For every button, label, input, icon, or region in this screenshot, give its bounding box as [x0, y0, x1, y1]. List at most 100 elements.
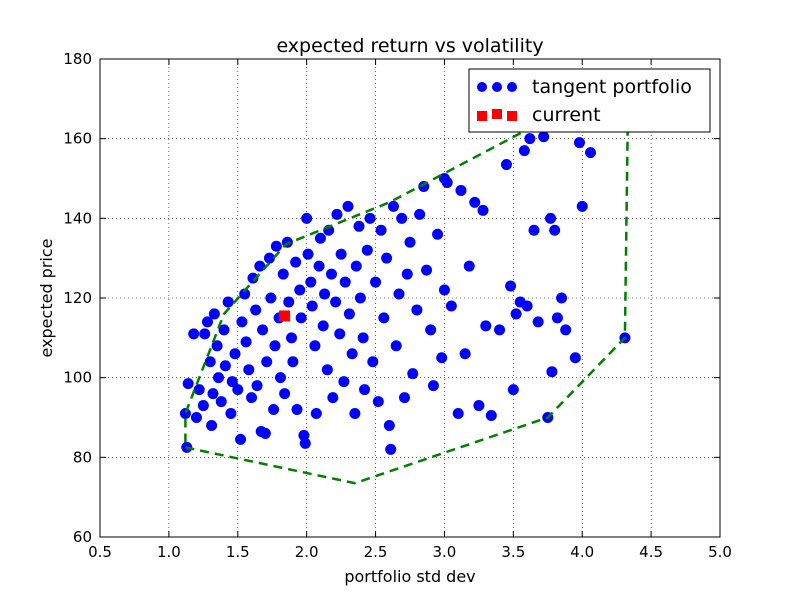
chart-title: expected return vs volatility: [276, 35, 543, 57]
tangent-portfolio-point: [265, 292, 277, 304]
tangent-portfolio-point: [291, 404, 303, 416]
tangent-portfolio-point: [309, 340, 321, 352]
tangent-portfolio-point: [546, 366, 558, 378]
tangent-portfolio-point: [236, 316, 248, 328]
tangent-portfolio-point: [206, 419, 218, 431]
tangent-portfolio-point: [532, 316, 544, 328]
tangent-portfolio-point: [190, 412, 202, 423]
tangent-portfolio-point: [432, 228, 444, 240]
tangent-portfolio-point: [229, 348, 241, 360]
legend-box: [468, 68, 711, 133]
tangent-portfolio-point: [452, 408, 464, 420]
tangent-portfolio-point: [342, 200, 354, 212]
tangent-portfolio-point: [211, 340, 223, 352]
tangent-portfolio-point: [283, 296, 295, 308]
x-axis-title: portfolio std dev: [344, 567, 475, 586]
tangent-portfolio-point: [199, 328, 211, 340]
x-tick-label: 3.0: [433, 543, 457, 561]
tangent-portfolio-point: [339, 276, 351, 288]
tangent-portfolio-point: [201, 316, 213, 328]
tangent-portfolio-point: [215, 396, 227, 408]
tangent-portfolio-point: [226, 376, 238, 388]
tangent-portfolio-point: [325, 268, 337, 280]
y-tick-label: 60: [73, 528, 92, 546]
legend-square-marker: [507, 111, 517, 121]
tangent-portfolio-point: [246, 392, 258, 404]
tangent-portfolio-point: [364, 212, 376, 224]
tangent-portfolio-point: [445, 300, 457, 312]
tangent-portfolio-point: [317, 320, 329, 332]
tangent-portfolio-point: [375, 224, 387, 236]
tangent-portfolio-point: [257, 324, 269, 336]
tangent-portfolio-point: [407, 368, 419, 380]
tangent-portfolio-point: [259, 427, 271, 439]
legend-square-marker: [477, 111, 487, 121]
tangent-portfolio-point: [225, 408, 237, 420]
tangent-portfolio-point: [528, 224, 540, 236]
tangent-portfolio-point: [385, 443, 397, 455]
legend-marker-tangent-portfolio: [477, 82, 517, 92]
x-tick-label: 1.0: [157, 543, 181, 561]
tangent-portfolio-point: [507, 384, 519, 396]
tangent-portfolio-point: [361, 244, 373, 256]
tangent-portfolio-point: [305, 276, 317, 288]
tangent-portfolio-point: [421, 264, 433, 276]
tangent-portfolio-point: [387, 200, 399, 212]
tangent-portfolio-point: [438, 284, 450, 296]
tangent-portfolio-point: [302, 248, 314, 260]
tangent-portfolio-point: [279, 388, 291, 400]
legend-circle-marker: [492, 82, 502, 92]
tangent-portfolio-point: [549, 224, 561, 236]
tangent-portfolio-point: [247, 272, 259, 284]
tangent-portfolio-point: [321, 364, 333, 376]
tangent-portfolio-point: [269, 340, 281, 352]
tangent-portfolio-point: [346, 348, 358, 360]
tangent-portfolio-point: [327, 392, 339, 404]
tangent-portfolio-point: [331, 208, 343, 220]
tangent-portfolio-point: [314, 232, 326, 244]
tangent-portfolio-point: [319, 288, 331, 300]
tangent-portfolio-point: [212, 372, 224, 384]
tangent-portfolio-point: [299, 437, 311, 449]
legend-circle-marker: [477, 82, 487, 92]
tangent-portfolio-point: [404, 236, 416, 248]
tangent-portfolio-point: [338, 376, 350, 388]
tangent-portfolio-point: [287, 356, 299, 368]
tangent-portfolio-point: [401, 268, 413, 280]
y-tick-label: 120: [63, 289, 92, 307]
tangent-portfolio-point: [518, 145, 530, 157]
tangent-portfolio-point: [463, 260, 475, 272]
tangent-portfolio-point: [188, 328, 200, 340]
tangent-portfolio-point: [473, 400, 485, 412]
tangent-portfolio-point: [436, 352, 448, 364]
tangent-portfolio-point: [274, 372, 286, 384]
tangent-portfolio-point: [494, 324, 506, 336]
tangent-portfolio-point: [455, 184, 467, 196]
legend-label-tangent-portfolio: tangent portfolio: [532, 76, 692, 98]
tangent-portfolio-point: [556, 292, 568, 304]
tangent-portfolio-point: [370, 276, 382, 288]
tangent-portfolio-point: [441, 176, 453, 188]
tangent-portfolio-point: [372, 396, 384, 408]
tangent-portfolio-point: [480, 320, 492, 332]
tangent-portfolio-point: [313, 260, 325, 272]
tangent-portfolio-point: [334, 328, 346, 340]
tangent-portfolio-point: [349, 408, 361, 420]
tangent-portfolio-point: [427, 380, 439, 392]
tangent-portfolio-point: [294, 284, 306, 296]
tangent-portfolio-point: [500, 159, 512, 171]
tangent-portfolio-point: [335, 248, 347, 260]
tangent-portfolio-point: [350, 260, 362, 272]
tangent-portfolio-point: [254, 260, 266, 272]
y-tick-label: 160: [63, 130, 92, 148]
tangent-portfolio-point: [219, 360, 231, 372]
current-point: [279, 310, 291, 322]
tangent-portfolio-point: [295, 312, 307, 324]
tangent-portfolio-point: [182, 378, 194, 390]
tangent-portfolio-point: [270, 240, 282, 252]
tangent-portfolio-point: [243, 364, 255, 376]
tangent-portfolio-point: [261, 356, 273, 368]
tangent-portfolio-point: [290, 256, 302, 268]
x-tick-label: 4.5: [639, 543, 663, 561]
tangent-portfolio-point: [277, 268, 289, 280]
